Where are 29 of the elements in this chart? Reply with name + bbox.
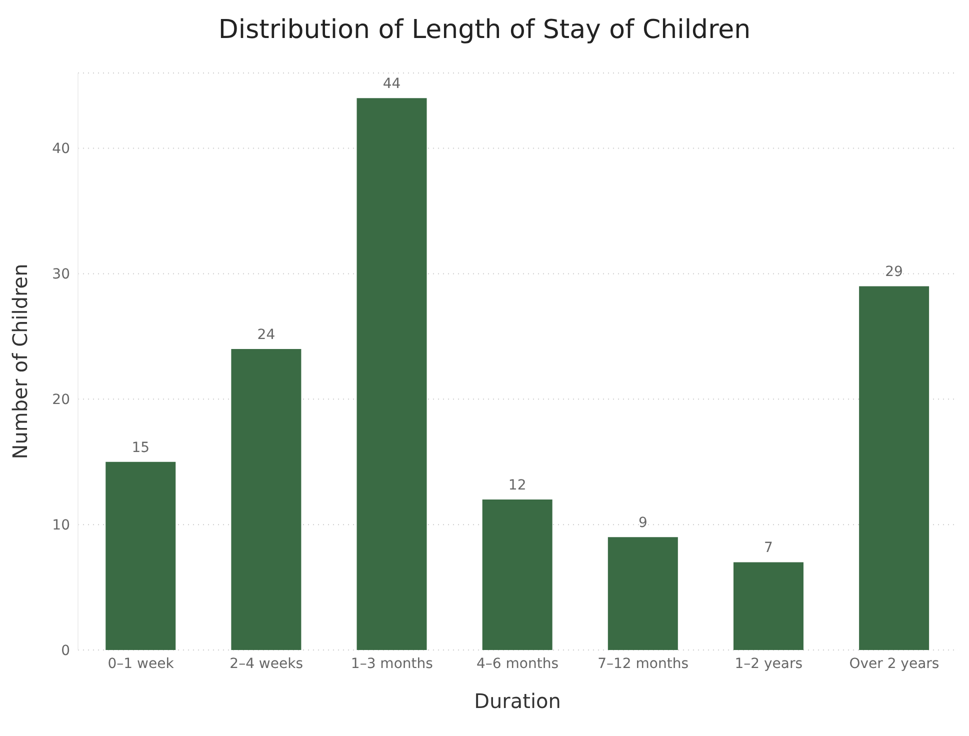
data-label: 9 — [638, 515, 648, 532]
x-tick-label: 1–2 years — [734, 656, 803, 672]
bar — [106, 462, 176, 650]
data-label: 7 — [764, 540, 773, 556]
x-tick-label: 2–4 weeks — [230, 656, 304, 672]
data-label: 24 — [257, 326, 276, 343]
y-tick-label: 40 — [52, 141, 70, 158]
bar — [859, 286, 930, 650]
x-axis-title: Duration — [474, 689, 561, 714]
data-label: 44 — [382, 76, 401, 92]
bar — [356, 98, 427, 650]
x-tick-label: Over 2 years — [849, 656, 940, 672]
y-tick-label: 10 — [52, 518, 70, 534]
data-label: 12 — [508, 477, 526, 494]
x-tick-label: 0–1 week — [108, 656, 175, 672]
data-label: 15 — [132, 440, 150, 456]
bar — [733, 562, 804, 650]
x-tick-label: 7–12 months — [598, 656, 689, 672]
y-tick-label: 20 — [52, 392, 70, 408]
bar — [482, 499, 552, 650]
data-label: 29 — [885, 264, 903, 280]
bar — [231, 348, 302, 650]
y-axis-title: Number of Children — [8, 264, 32, 460]
y-tick-label: 30 — [52, 266, 70, 283]
chart-title: Distribution of Length of Stay of Children — [217, 14, 752, 47]
bar — [608, 537, 678, 650]
x-tick-label: 4–6 months — [476, 656, 558, 672]
x-tick-label: 1–3 months — [350, 656, 433, 672]
y-tick-label: 0 — [61, 642, 70, 659]
